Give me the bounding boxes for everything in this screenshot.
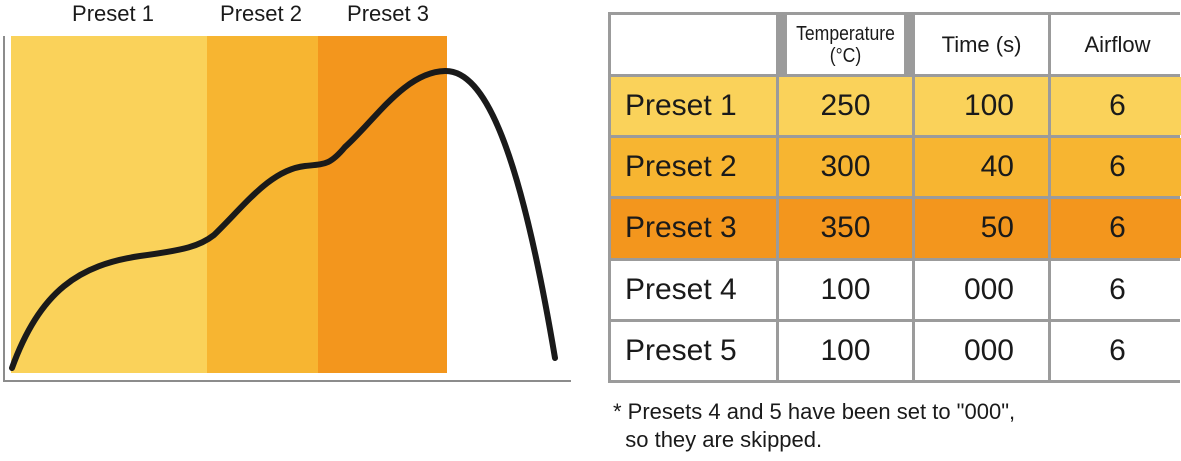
- preset-settings-table: Temperature (°C) Time (s) Airflow Preset …: [608, 12, 1181, 383]
- preset-name-cell: Preset 5: [611, 321, 776, 380]
- temperature-cell: 300: [779, 138, 912, 197]
- time-cell: 000: [915, 260, 1048, 319]
- airflow-cell: 6: [1051, 199, 1181, 258]
- temperature-profile-diagram: Preset 1 Preset 2 Preset 3: [0, 0, 580, 400]
- header-temperature-label: Temperature (°C): [796, 22, 895, 67]
- preset-name-cell: Preset 2: [611, 138, 776, 197]
- table-row: Preset 3 350 50 6: [611, 199, 1181, 258]
- table-header-row: Temperature (°C) Time (s) Airflow: [611, 15, 1181, 74]
- table-row: Preset 5 100 000 6: [611, 321, 1181, 380]
- header-time: Time (s): [915, 15, 1048, 74]
- table-row: Preset 1 250 100 6: [611, 77, 1181, 136]
- time-cell: 40: [915, 138, 1048, 197]
- preset-3-band-label: Preset 3: [347, 1, 429, 26]
- preset-2-band: [207, 36, 318, 373]
- skipped-presets-footnote: * Presets 4 and 5 have been set to "000"…: [613, 398, 1015, 454]
- preset-name-cell: Preset 1: [611, 77, 776, 136]
- table-row: Preset 4 100 000 6: [611, 260, 1181, 319]
- footnote-line-1: * Presets 4 and 5 have been set to "000"…: [613, 399, 1016, 424]
- profile-graphic: [3, 36, 571, 382]
- header-temperature: Temperature (°C): [786, 15, 905, 74]
- temperature-cell: 100: [779, 321, 912, 380]
- airflow-cell: 6: [1051, 321, 1181, 380]
- preset-1-band-label: Preset 1: [72, 1, 154, 26]
- temperature-cell: 250: [779, 77, 912, 136]
- temperature-cell: 350: [779, 199, 912, 258]
- time-cell: 50: [915, 199, 1048, 258]
- header-airflow: Airflow: [1051, 15, 1181, 74]
- header-empty-cell: [611, 15, 776, 74]
- preset-name-cell: Preset 4: [611, 260, 776, 319]
- airflow-cell: 6: [1051, 77, 1181, 136]
- time-cell: 100: [915, 77, 1048, 136]
- footnote-line-2: so they are skipped.: [625, 427, 823, 452]
- time-cell: 000: [915, 321, 1048, 380]
- preset-3-band: [318, 36, 447, 373]
- table-row: Preset 2 300 40 6: [611, 138, 1181, 197]
- preset-settings-table-frame: Temperature (°C) Time (s) Airflow Preset …: [608, 12, 1181, 383]
- preset-2-band-label: Preset 2: [220, 1, 302, 26]
- preset-1-band: [11, 36, 207, 373]
- preset-name-cell: Preset 3: [611, 199, 776, 258]
- temperature-profile-curve: [9, 67, 558, 371]
- airflow-cell: 6: [1051, 260, 1181, 319]
- airflow-cell: 6: [1051, 138, 1181, 197]
- temperature-cell: 100: [779, 260, 912, 319]
